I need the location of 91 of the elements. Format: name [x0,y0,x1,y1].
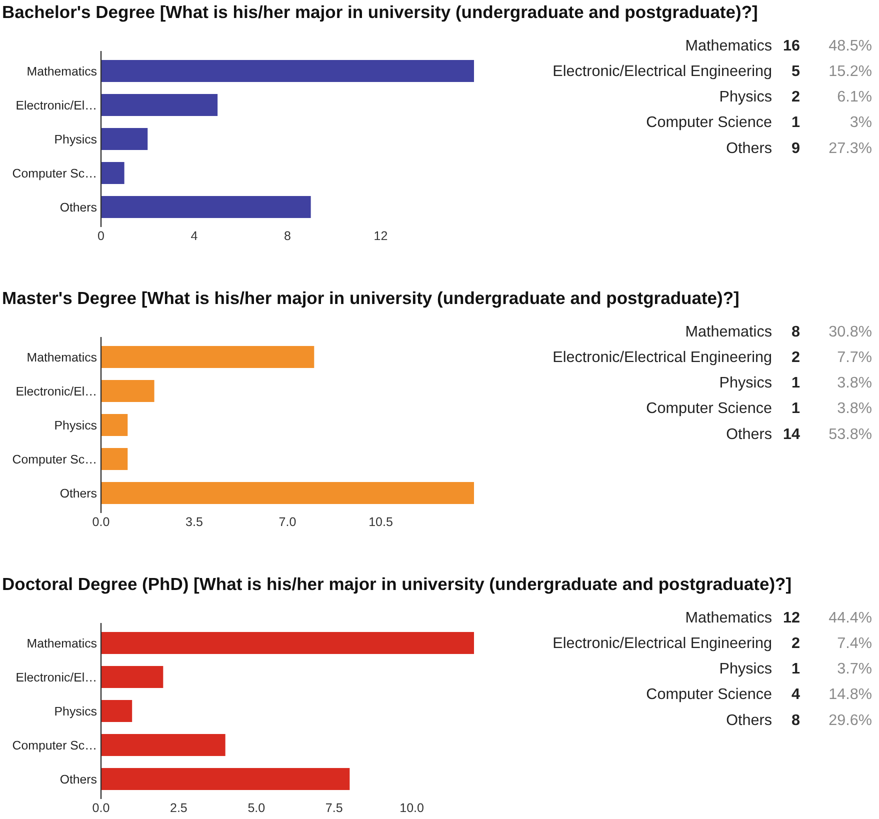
category-label: Electronic/Electrical Engineering [552,348,772,366]
category-label: Mathematics [685,609,772,626]
x-tick-label: 5.0 [248,801,266,815]
bar [101,448,128,470]
y-tick-label: Physics [54,418,97,432]
x-tick-label: 3.5 [186,515,203,529]
x-tick-label: 0.0 [92,515,110,529]
category-label: Electronic/Electrical Engineering [552,634,772,652]
y-tick-label: Mathematics [26,64,97,78]
category-label: Mathematics [685,323,772,340]
x-tick-label: 10.5 [368,515,393,529]
bar [101,632,474,654]
data-label: 1 [791,660,800,678]
x-tick-label: 10.0 [400,801,424,815]
data-label: 30.8% [828,323,872,340]
category-label: Others [726,140,772,157]
data-label: 1 [791,400,800,418]
category-label: Others [726,712,772,729]
category-label: Computer Science [646,400,772,418]
bar [101,162,124,184]
category-label: Computer Science [646,686,772,704]
data-label: 16 [782,37,800,54]
category-label: Electronic/Electrical Engineering [552,62,772,80]
y-tick-label: Others [60,772,97,786]
x-tick-label: 7.0 [278,515,296,529]
bar [101,128,148,150]
bar [101,734,226,756]
data-label: 15.2% [828,62,872,80]
y-tick-label: Computer Sc… [12,166,97,180]
data-label: 29.6% [828,712,872,729]
category-label: Physics [719,88,772,106]
data-label: 14 [782,426,800,443]
data-label: 44.4% [828,609,872,626]
y-tick-label: Electronic/El… [16,98,97,112]
x-tick-label: 0 [98,229,105,243]
y-tick-label: Electronic/El… [16,670,97,684]
data-label: 8 [791,712,800,729]
bar [101,768,350,790]
bar [101,482,474,504]
data-label: 7.7% [837,348,872,366]
y-tick-label: Electronic/El… [16,384,97,398]
y-tick-label: Physics [54,704,97,718]
y-tick-label: Computer Sc… [12,452,97,466]
category-label: Physics [719,374,772,392]
x-tick-label: 2.5 [170,801,188,815]
bar [101,666,164,688]
data-label: 1 [791,374,800,392]
data-label: 8 [791,323,800,340]
chart-title: Master's Degree [What is his/her major in university (undergraduate and postgraduate)?] [2,288,740,308]
x-tick-label: 8 [284,229,292,243]
bar [101,196,311,218]
data-label: 14.8% [828,686,872,704]
y-tick-label: Physics [54,132,97,146]
x-tick-label: 0.0 [92,801,110,815]
chart-title: Doctoral Degree (PhD) [What is his/her major in university (undergraduate and postgraduate)?] [2,574,792,594]
bar [101,380,154,402]
category-label: Physics [719,660,772,678]
data-label: 48.5% [828,37,872,54]
y-tick-label: Others [60,200,97,214]
data-label: 7.4% [837,634,872,652]
data-label: 2 [791,634,800,652]
data-label: 12 [782,609,800,626]
data-label: 2 [791,348,800,366]
bar [101,700,132,722]
data-label: 5 [791,62,800,80]
data-label: 9 [791,140,800,157]
x-tick-label: 4 [190,229,198,243]
data-label: 27.3% [828,140,872,157]
y-tick-label: Computer Sc… [12,738,97,752]
y-tick-label: Mathematics [26,350,97,364]
bar [101,60,474,82]
data-label: 53.8% [828,426,872,443]
y-tick-label: Mathematics [26,636,97,650]
data-label: 3.8% [837,374,872,392]
bar [101,346,314,368]
category-label: Mathematics [685,37,772,54]
bar [101,414,128,436]
data-label: 3% [850,114,872,132]
data-label: 3.7% [837,660,872,678]
data-label: 4 [791,686,800,704]
chart-title: Bachelor's Degree [What is his/her major in university (undergraduate and postgraduate)?] [2,2,758,22]
data-label: 1 [791,114,800,132]
category-label: Others [726,426,772,443]
data-label: 2 [791,88,800,106]
y-tick-label: Others [60,486,97,500]
bar [101,94,218,116]
category-label: Computer Science [646,114,772,132]
x-tick-label: 12 [374,229,388,243]
data-label: 3.8% [837,400,872,418]
data-label: 6.1% [837,88,872,106]
x-tick-label: 7.5 [325,801,343,815]
